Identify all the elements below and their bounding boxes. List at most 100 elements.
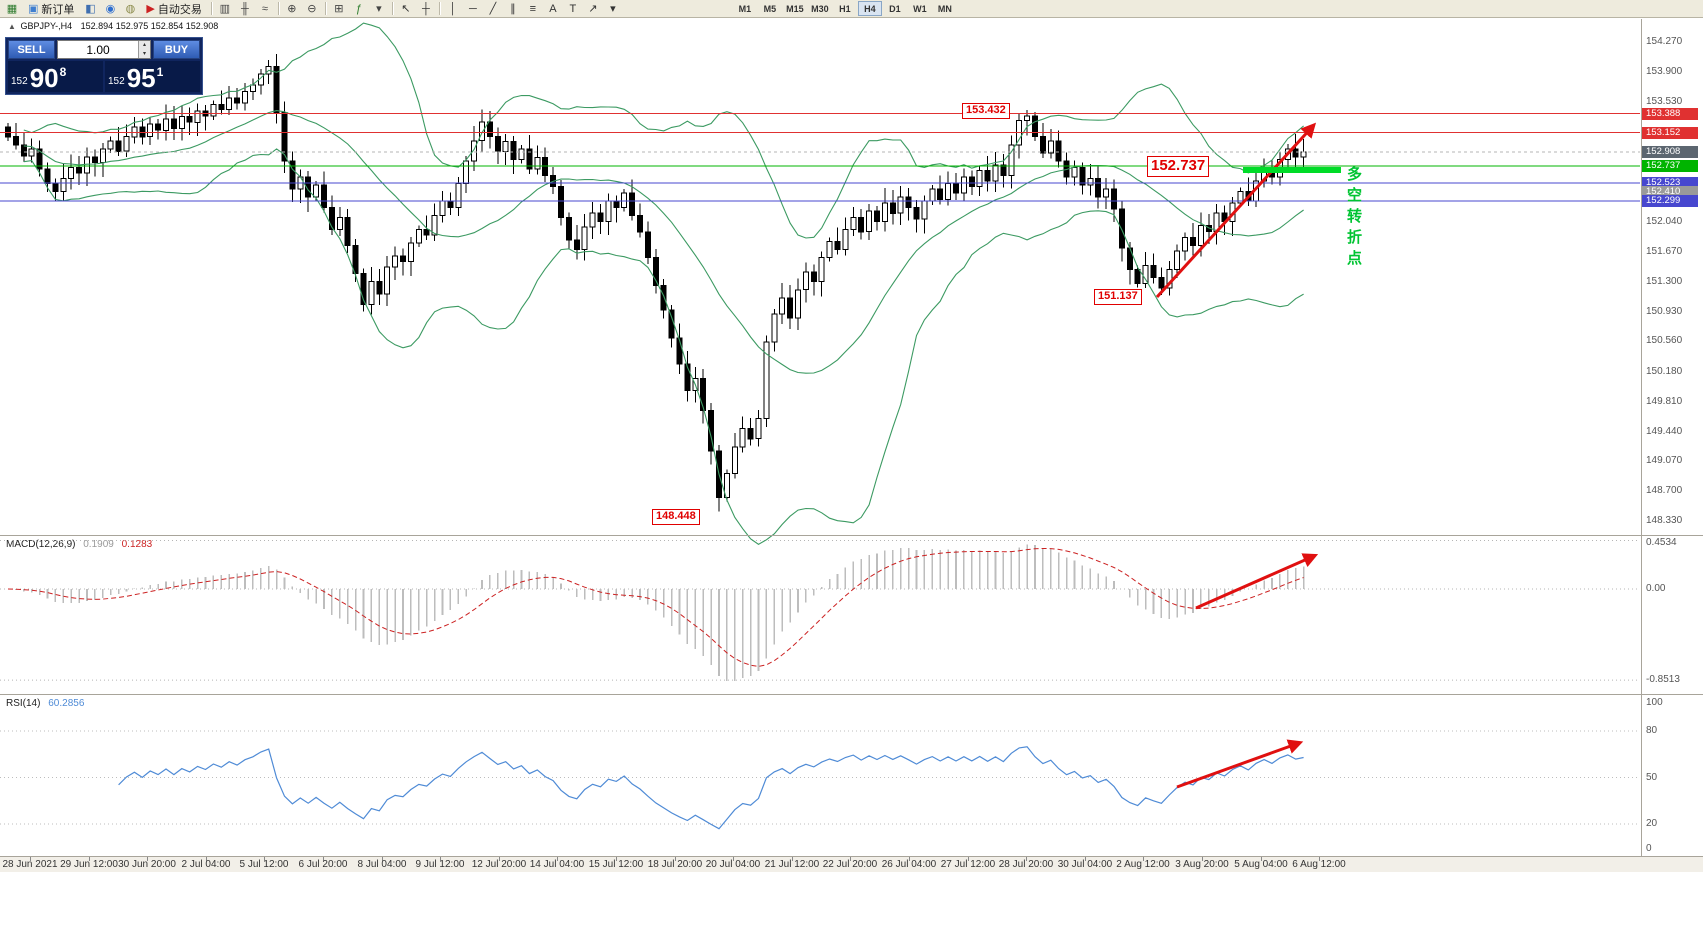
- tile-windows-icon[interactable]: ⊞: [329, 1, 349, 17]
- macd-histogram: [15, 544, 1305, 682]
- time-axis-tick: [147, 857, 148, 861]
- trend-arrow-2[interactable]: [1195, 553, 1319, 610]
- price-tag-153.152: 153.152: [1642, 127, 1698, 139]
- price-annotation-148.448[interactable]: 148.448: [652, 509, 700, 525]
- cursor-icon[interactable]: ↖: [396, 1, 416, 17]
- autotrading-icon: ▶: [146, 3, 155, 15]
- pivot-label[interactable]: 多空转折点: [1347, 166, 1363, 267]
- time-axis-tick: [264, 857, 265, 861]
- buy-price-big: 95: [126, 63, 156, 93]
- toolbar-separator: [391, 2, 393, 15]
- timeframe-m30[interactable]: M30: [808, 1, 832, 16]
- trend-arrows[interactable]: [1155, 122, 1319, 789]
- rsi-value: 60.2856: [48, 698, 85, 709]
- timeframe-h1[interactable]: H1: [833, 1, 857, 16]
- time-axis-label: 2 Jul 04:00: [181, 859, 231, 870]
- time-axis-tick: [499, 857, 500, 861]
- price-tag-152.737: 152.737: [1642, 160, 1698, 172]
- timeframe-mn[interactable]: MN: [933, 1, 957, 16]
- new-chart-icon[interactable]: ▦: [2, 1, 22, 17]
- zoom-out-icon[interactable]: ⊖: [302, 1, 322, 17]
- sell-price-display[interactable]: 152 90 8: [8, 61, 103, 92]
- panel-splitter-rsi[interactable]: [0, 694, 1703, 695]
- time-axis-tick: [382, 857, 383, 861]
- buy-price-display[interactable]: 152 95 1: [105, 61, 200, 92]
- price-axis-label: 151.670: [1646, 246, 1683, 257]
- sell-button[interactable]: SELL: [8, 40, 55, 59]
- volume-spinner: ▴ ▾: [138, 41, 150, 58]
- indicator-gridlines: [0, 540, 1640, 825]
- price-axis-label: 149.810: [1646, 396, 1683, 407]
- crosshair-icon[interactable]: ┼: [416, 1, 436, 17]
- time-axis-label: 6 Jul 20:00: [298, 859, 348, 870]
- trendline-icon[interactable]: ╱: [483, 1, 503, 17]
- timeframe-d1[interactable]: D1: [883, 1, 907, 16]
- buy-price-prefix: 152: [108, 76, 125, 87]
- time-axis-label: 5 Aug 04:00: [1234, 859, 1288, 870]
- vertical-line-icon[interactable]: │: [443, 1, 463, 17]
- autotrading-button[interactable]: ▶ 自动交易: [140, 1, 207, 17]
- timeframe-m5[interactable]: M5: [758, 1, 782, 16]
- trend-arrow-3[interactable]: [1176, 739, 1304, 789]
- price-axis-label: 153.900: [1646, 66, 1683, 77]
- rsi-line: [118, 746, 1304, 830]
- line-chart-icon[interactable]: ≈: [255, 1, 275, 17]
- volume-down-button[interactable]: ▾: [139, 49, 150, 58]
- time-axis-label: 20 Jul 04:00: [705, 859, 761, 870]
- data-window-icon[interactable]: ◉: [100, 1, 120, 17]
- macd-header: MACD(12,26,9) 0.1909 0.1283: [6, 539, 152, 550]
- candlestick-chart-icon[interactable]: ╫: [235, 1, 255, 17]
- pivot-line[interactable]: [1243, 167, 1341, 173]
- arrows-tool-icon[interactable]: ↗: [583, 1, 603, 17]
- price-tag-152.299: 152.299: [1642, 195, 1698, 207]
- timeframe-h4[interactable]: H4: [857, 1, 882, 16]
- time-axis-tick: [1261, 857, 1262, 861]
- rsi-axis-label: 0: [1646, 843, 1652, 854]
- equidistant-channel-icon[interactable]: ∥: [503, 1, 523, 17]
- indicators-icon[interactable]: ƒ: [349, 1, 369, 17]
- toolbar-separator: [438, 2, 440, 15]
- price-axis-label: 148.330: [1646, 515, 1683, 526]
- text-label-icon[interactable]: T: [563, 1, 583, 17]
- bollinger-upper-band: [23, 22, 1304, 239]
- text-icon[interactable]: A: [543, 1, 563, 17]
- new-order-label: 新订单: [41, 3, 75, 16]
- fibonacci-icon[interactable]: ≡: [523, 1, 543, 17]
- time-axis-label: 22 Jul 20:00: [822, 859, 878, 870]
- toolbar: ▦ ▣ 新订单 ◧ ◉ ◍ ▶ 自动交易 ▥ ╫ ≈ ⊕ ⊖ ⊞ ƒ ▾ ↖ ┼ │ ─ ╱ ∥ ≡ A T ↗ ▾ M1 M5 M15 M…: [0, 0, 1703, 18]
- time-axis-tick: [733, 857, 734, 861]
- horizontal-line-icon[interactable]: ─: [463, 1, 483, 17]
- time-axis[interactable]: [0, 857, 1703, 872]
- volume-box: ▴ ▾: [57, 40, 151, 59]
- bar-chart-icon[interactable]: ▥: [215, 1, 235, 17]
- time-axis-label: 3 Aug 20:00: [1175, 859, 1229, 870]
- volume-input[interactable]: [58, 41, 138, 58]
- panel-splitter-macd[interactable]: [0, 535, 1703, 536]
- timeframe-group: M1 M5 M15 M30 H1 H4 D1 W1 MN: [733, 1, 957, 16]
- rsi-axis-label: 100: [1646, 697, 1663, 708]
- timeframe-w1[interactable]: W1: [908, 1, 932, 16]
- timeframe-m1[interactable]: M1: [733, 1, 757, 16]
- price-annotation-151.137[interactable]: 151.137: [1094, 289, 1142, 305]
- price-axis-label: 152.040: [1646, 216, 1683, 227]
- rsi-header: RSI(14) 60.2856: [6, 698, 84, 709]
- volume-up-button[interactable]: ▴: [139, 41, 150, 50]
- timeframe-m15[interactable]: M15: [783, 1, 807, 16]
- new-order-button[interactable]: ▣ 新订单: [22, 1, 80, 17]
- time-axis-label: 6 Aug 12:00: [1292, 859, 1346, 870]
- zoom-in-icon[interactable]: ⊕: [282, 1, 302, 17]
- indicators-dropdown-icon[interactable]: ▾: [369, 1, 389, 17]
- market-watch-icon[interactable]: ◧: [80, 1, 100, 17]
- sell-price-big: 90: [29, 63, 59, 93]
- arrows-dropdown-icon[interactable]: ▾: [603, 1, 623, 17]
- time-axis-label: 14 Jul 04:00: [529, 859, 585, 870]
- price-axis-label: 151.300: [1646, 276, 1683, 287]
- trend-arrow-1[interactable]: [1155, 122, 1317, 299]
- terminal-icon[interactable]: ◍: [120, 1, 140, 17]
- price-annotation-153.432[interactable]: 153.432: [962, 103, 1010, 119]
- price-annotation-152.737[interactable]: 152.737: [1147, 156, 1210, 177]
- buy-button[interactable]: BUY: [153, 40, 200, 59]
- buy-price-pip: 1: [156, 65, 164, 79]
- time-axis-label: 21 Jul 12:00: [764, 859, 820, 870]
